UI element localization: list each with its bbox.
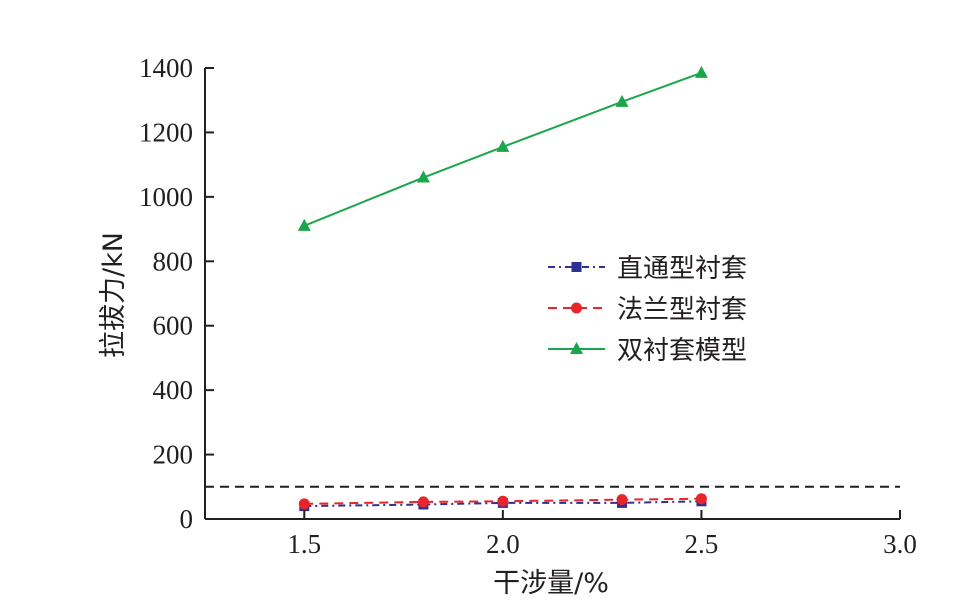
x-tick-label: 2.0 <box>486 529 520 559</box>
y-tick-label: 1000 <box>139 182 193 212</box>
x-tick-label: 2.5 <box>685 529 719 559</box>
series-3 <box>297 65 708 231</box>
series-layer <box>297 65 708 512</box>
y-tick-label: 0 <box>180 504 194 534</box>
data-point <box>615 94 629 107</box>
y-tick-label: 200 <box>153 440 194 470</box>
x-tick-label: 1.5 <box>287 529 321 559</box>
y-tick-label: 1200 <box>139 117 193 147</box>
data-point <box>695 493 707 505</box>
tick-layer: 0 200 400 600 800 1000 1200 1400 1.5 2.0 2.5 3.0 <box>139 53 917 559</box>
legend-label: 直通型衬套 <box>617 254 747 284</box>
y-tick-label: 1400 <box>139 53 193 83</box>
y-tick-label: 600 <box>153 311 194 341</box>
legend-item: 双衬套模型 <box>548 336 747 366</box>
data-point <box>298 498 310 510</box>
legend-marker <box>571 262 582 272</box>
y-axis-title: 拉拔力/kN <box>98 232 129 358</box>
data-point <box>416 170 430 183</box>
legend-marker <box>571 302 582 314</box>
data-point <box>694 65 708 78</box>
legend-label: 法兰型衬套 <box>617 295 747 325</box>
y-tick-label: 800 <box>153 246 194 276</box>
data-point <box>496 139 510 152</box>
x-tick-label: 3.0 <box>883 529 917 559</box>
x-axis-title: 干涉量/% <box>493 568 609 599</box>
data-point <box>297 218 311 231</box>
data-point <box>616 494 628 506</box>
legend-item: 法兰型衬套 <box>548 295 747 325</box>
series-2 <box>298 493 707 510</box>
axes-layer <box>204 68 900 520</box>
y-tick-label: 400 <box>153 375 194 405</box>
legend-label: 双衬套模型 <box>617 336 747 366</box>
legend-marker <box>570 342 583 354</box>
legend-item: 直通型衬套 <box>548 254 747 284</box>
data-point <box>417 496 429 508</box>
data-point <box>497 495 509 507</box>
